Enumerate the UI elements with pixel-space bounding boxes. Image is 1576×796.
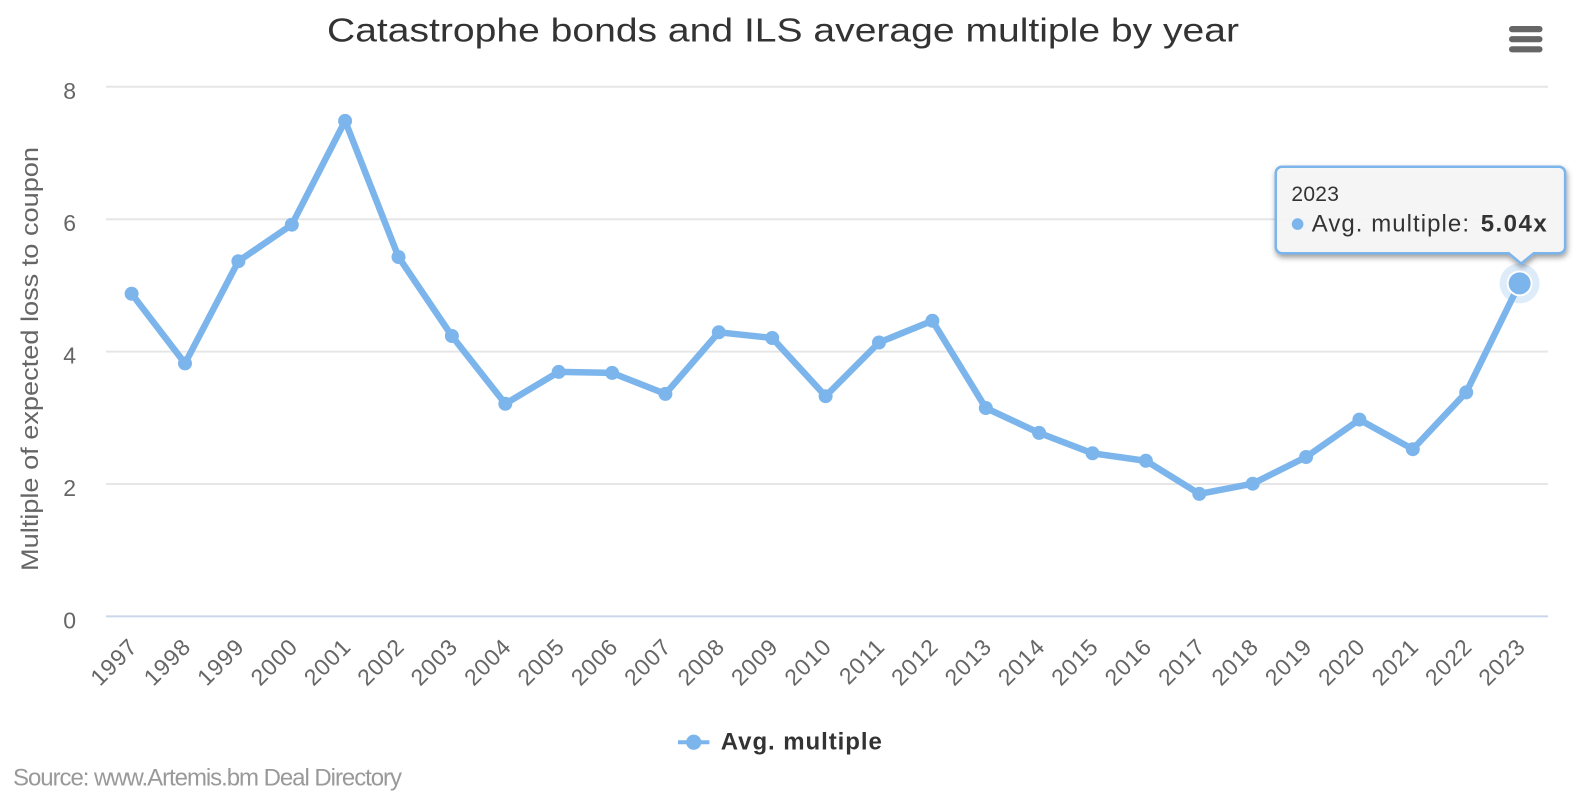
svg-text:Multiple of expected loss to c: Multiple of expected loss to coupon [17,147,44,571]
svg-text:0: 0 [63,607,76,633]
svg-text:5.04x: 5.04x [1481,210,1548,237]
svg-text:2023: 2023 [1291,183,1339,206]
svg-text:Avg. multiple:: Avg. multiple: [1312,210,1477,237]
svg-text:Source: www.Artemis.bm Deal Di: Source: www.Artemis.bm Deal Directory [13,764,402,791]
svg-text:Avg. multiple: Avg. multiple [721,729,882,756]
svg-text:8: 8 [63,78,76,104]
svg-text:2: 2 [63,475,76,501]
svg-text:4: 4 [63,343,76,369]
svg-text:6: 6 [63,210,76,236]
svg-text:Catastrophe bonds and ILS aver: Catastrophe bonds and ILS average multip… [327,12,1239,49]
